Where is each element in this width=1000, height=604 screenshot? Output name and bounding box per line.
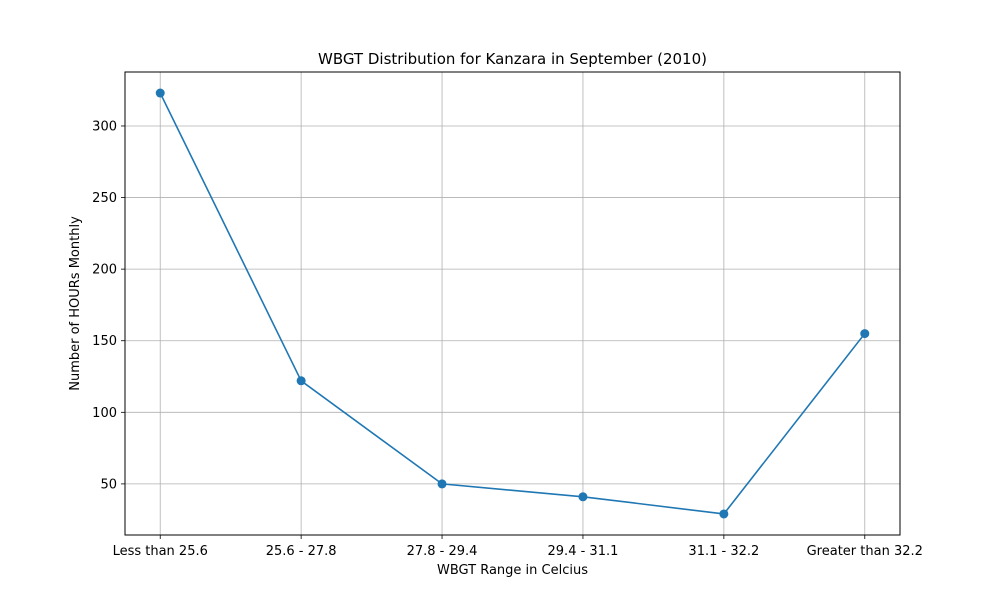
data-point-marker: [155, 88, 165, 98]
x-tick-label: Less than 25.6: [113, 544, 208, 559]
y-tick-label: 200: [92, 263, 117, 278]
x-tick-label: 29.4 - 31.1: [548, 544, 619, 559]
y-tick-label: 300: [92, 119, 117, 134]
x-tick-label: Greater than 32.2: [807, 544, 923, 559]
data-point-marker: [437, 479, 447, 489]
tick-layer: Less than 25.6 25.6 - 27.8 27.8 - 29.4 29.4…: [92, 119, 923, 559]
data-point-marker: [578, 492, 588, 502]
y-axis-label: Number of HOURs Monthly: [68, 216, 83, 391]
x-tick-label: 27.8 - 29.4: [407, 544, 478, 559]
data-point-marker: [860, 329, 870, 339]
plot-area-frame: [124, 71, 901, 536]
data-point-marker: [296, 376, 306, 386]
y-tick-label: 250: [92, 191, 117, 206]
y-tick-label: 150: [92, 334, 117, 349]
series-layer: [155, 88, 870, 519]
series-line: [159, 92, 866, 515]
x-axis-label: WBGT Range in Celcius: [437, 563, 588, 578]
x-tick-label: 25.6 - 27.8: [266, 544, 337, 559]
y-tick-label: 100: [92, 406, 117, 421]
data-point-marker: [719, 509, 729, 519]
chart-title: WBGT Distribution for Kanzara in Septemb…: [318, 50, 707, 68]
grid: [125, 72, 900, 535]
y-tick-label: 50: [100, 477, 117, 492]
x-tick-label: 31.1 - 32.2: [688, 544, 759, 559]
